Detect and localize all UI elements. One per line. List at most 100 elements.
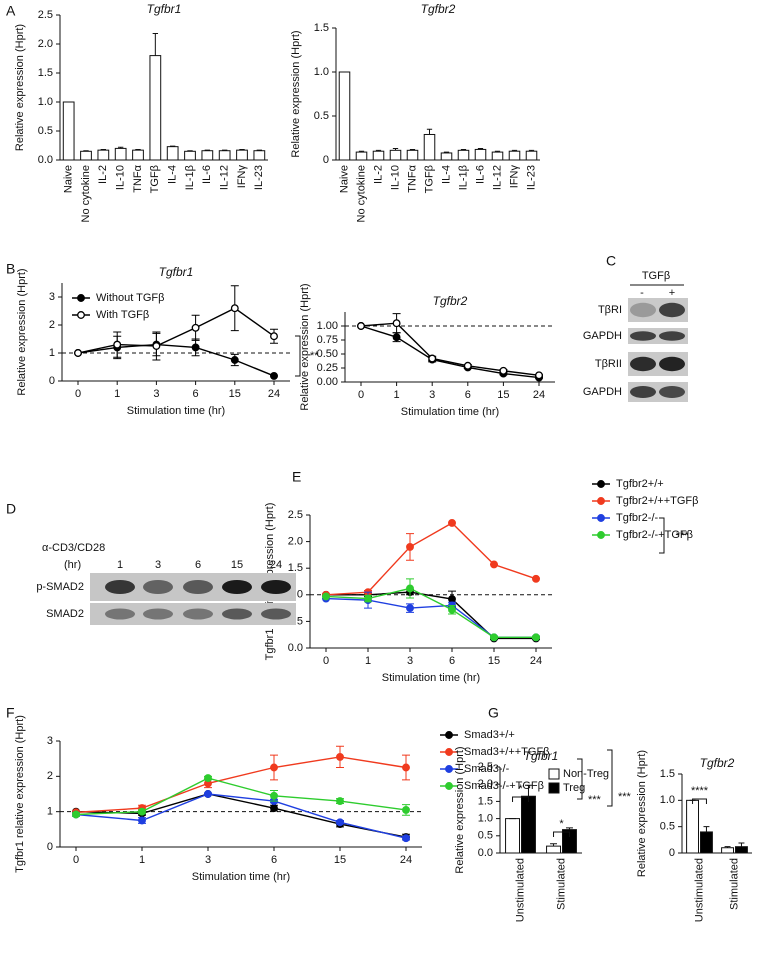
y-tick-label: 0 [47, 841, 53, 853]
blot-header: TGFβ [642, 270, 670, 282]
y-tick-label: 2.5 [38, 9, 53, 21]
blot-band [261, 580, 291, 594]
y-tick-label: 2 [47, 770, 53, 782]
point [270, 332, 278, 341]
series-line [360, 325, 540, 379]
bar [355, 151, 368, 161]
lane-label: 6 [195, 559, 201, 571]
point [270, 791, 278, 800]
blot-row-label: GAPDH [583, 330, 622, 342]
x-tick-label: IL-4 [167, 165, 179, 184]
blot-row-label: p-SMAD2 [36, 581, 84, 593]
series-line [75, 793, 407, 838]
chart-title: Tgfbr2 [433, 294, 468, 308]
error-bar [550, 843, 558, 847]
x-tick-label: 1 [139, 854, 145, 866]
error-bar [135, 149, 141, 151]
error-bar [204, 149, 211, 151]
point [357, 322, 365, 330]
chart-title: Tgfbr2 [421, 2, 456, 16]
error-bar [738, 842, 745, 847]
error-bar [375, 149, 382, 152]
point [336, 818, 344, 827]
bar [440, 152, 453, 161]
point [230, 304, 239, 313]
blot-band [143, 608, 173, 620]
significance-label: *** [588, 794, 602, 806]
y-tick-label: 0.5 [314, 110, 329, 122]
bar [218, 150, 231, 161]
bar [80, 150, 92, 161]
y-axis-label: Relative expression (Hprt) [14, 24, 26, 151]
legend-label: Non-Treg [563, 768, 609, 780]
significance-label: * [518, 783, 523, 795]
x-tick-label: No cytokine [355, 165, 367, 222]
error-bar [724, 846, 731, 848]
series-line [325, 522, 537, 596]
y-tick-label: 1.5 [314, 22, 329, 34]
blot-band [105, 580, 135, 594]
x-tick-label: IL-1β [457, 165, 469, 190]
bar [201, 150, 214, 161]
x-tick-label: 3 [153, 388, 159, 400]
y-tick-label: 0 [323, 154, 329, 166]
error-bar [392, 148, 399, 151]
lane-label: + [669, 287, 675, 299]
bar [546, 845, 561, 854]
x-tick-label: 1 [114, 388, 120, 400]
y-axis-label: Tgfbr1 relative expression (Hprt) [14, 715, 26, 873]
blot-band [105, 608, 135, 620]
panel-label: A [6, 3, 16, 19]
x-tick-label: Unstimulated [514, 858, 526, 922]
blot-band [222, 608, 252, 620]
significance-bracket [577, 758, 583, 800]
x-tick-label: 15 [334, 854, 346, 866]
x-tick-label: Stimulated [555, 858, 567, 910]
bar [184, 150, 196, 161]
blot-row-label: SMAD2 [46, 608, 84, 620]
x-tick-label: IL-12 [491, 165, 503, 190]
blot-panel [90, 603, 296, 625]
bar [62, 101, 75, 161]
blot-band [659, 331, 685, 341]
bar [457, 149, 470, 161]
panel-label: B [6, 261, 15, 277]
point [113, 340, 122, 349]
bar [525, 150, 538, 161]
error-bar [83, 150, 89, 152]
point [364, 594, 372, 603]
x-tick-label: IL-10 [115, 165, 127, 190]
y-axis-label: Relative expression (Hprt) [636, 750, 648, 877]
y-tick-label: 1.5 [478, 795, 493, 807]
point [392, 333, 401, 342]
chart-title: Tgfbr1 [524, 749, 559, 763]
x-tick-label: 0 [358, 389, 364, 401]
significance-bracket [295, 335, 301, 377]
point [322, 592, 330, 601]
point [270, 372, 278, 380]
point [535, 371, 543, 380]
bar [686, 799, 699, 854]
y-tick-label: 0.0 [288, 642, 303, 654]
x-tick-label: IL-1β [184, 165, 196, 190]
point [152, 342, 161, 350]
error-bar [152, 33, 159, 56]
x-tick-label: IL-4 [440, 165, 452, 184]
x-tick-label: 15 [497, 389, 509, 401]
error-bar [256, 149, 263, 151]
x-tick-label: IL-2 [97, 165, 109, 184]
x-tick-label: IFNγ [236, 165, 248, 189]
x-tick-label: Naive [63, 165, 75, 193]
point [428, 354, 437, 363]
x-tick-label: IL-23 [253, 165, 265, 190]
y-tick-label: 0.50 [317, 348, 338, 360]
significance-bracket [512, 796, 529, 802]
series-line [360, 322, 540, 376]
x-axis-label: Stimulation time (hr) [127, 405, 225, 417]
bar [389, 149, 402, 161]
x-tick-label: 0 [323, 655, 329, 667]
x-tick-label: 15 [488, 655, 500, 667]
bar [338, 71, 351, 161]
y-tick-label: 1.5 [38, 67, 53, 79]
